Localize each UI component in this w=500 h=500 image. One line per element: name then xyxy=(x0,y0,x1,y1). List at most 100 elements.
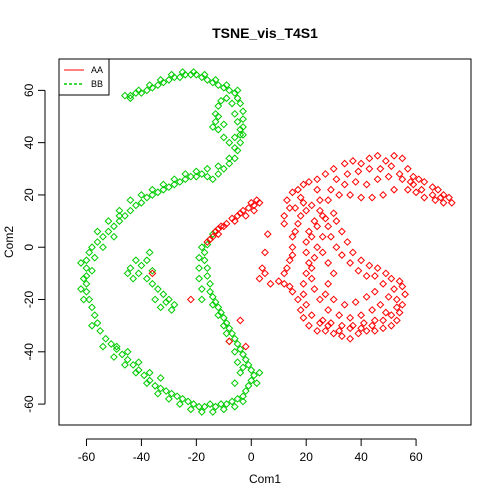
data-point-aa xyxy=(288,287,297,296)
data-point-bb xyxy=(197,285,206,293)
data-point-bb xyxy=(208,123,217,131)
data-point-aa xyxy=(302,300,311,309)
data-point-bb xyxy=(79,274,88,283)
data-point-aa xyxy=(321,214,330,223)
data-point-bb xyxy=(244,381,253,390)
x-tick-label: -40 xyxy=(133,450,151,464)
data-point-bb xyxy=(236,345,245,354)
plot-frame xyxy=(58,58,472,426)
data-point-bb xyxy=(123,269,132,278)
legend-box xyxy=(58,58,110,96)
data-point-aa xyxy=(228,214,236,223)
data-point-aa xyxy=(335,326,344,335)
data-point-aa xyxy=(398,282,407,291)
data-point-bb xyxy=(219,133,228,142)
data-point-aa xyxy=(412,188,420,197)
data-point-aa xyxy=(305,321,313,330)
data-point-aa xyxy=(283,264,291,273)
data-point-bb xyxy=(211,117,220,126)
data-point-aa xyxy=(337,332,346,341)
data-point-bb xyxy=(121,211,129,220)
data-point-bb xyxy=(239,392,247,401)
scatter-points xyxy=(77,68,456,416)
data-point-aa xyxy=(368,306,377,314)
data-point-bb xyxy=(239,397,247,406)
data-point-bb xyxy=(148,185,157,194)
series-bb xyxy=(77,68,264,416)
data-point-aa xyxy=(346,191,355,199)
data-point-bb xyxy=(104,227,113,236)
data-point-aa xyxy=(357,311,366,320)
data-point-aa xyxy=(310,285,319,293)
data-point-bb xyxy=(178,394,187,403)
data-point-aa xyxy=(225,337,234,346)
data-point-aa xyxy=(285,204,294,212)
data-point-aa xyxy=(288,243,297,252)
data-point-bb xyxy=(175,400,184,408)
data-point-aa xyxy=(428,183,437,192)
data-point-aa xyxy=(335,311,344,320)
data-point-bb xyxy=(88,321,96,330)
data-point-bb xyxy=(123,355,132,364)
data-point-bb xyxy=(206,279,214,288)
data-point-bb xyxy=(181,170,190,178)
data-point-aa xyxy=(255,274,264,283)
data-point-bb xyxy=(151,381,160,390)
data-point-aa xyxy=(307,232,316,241)
data-point-aa xyxy=(233,211,242,220)
data-point-bb xyxy=(219,321,228,330)
data-point-bb xyxy=(208,408,217,416)
data-point-bb xyxy=(236,99,245,108)
y-tick-label: -60 xyxy=(22,395,36,413)
data-point-bb xyxy=(200,248,209,257)
data-point-bb xyxy=(214,81,223,90)
data-point-aa xyxy=(329,295,338,304)
data-point-bb xyxy=(195,274,203,283)
data-point-bb xyxy=(156,76,165,84)
data-point-aa xyxy=(354,329,363,338)
data-point-aa xyxy=(313,326,322,335)
data-point-bb xyxy=(225,138,234,147)
data-point-bb xyxy=(162,298,171,307)
data-point-aa xyxy=(299,313,308,322)
data-point-aa xyxy=(288,232,297,241)
data-point-aa xyxy=(381,269,390,278)
data-point-bb xyxy=(225,154,234,163)
data-point-aa xyxy=(343,170,352,178)
data-point-bb xyxy=(233,86,242,95)
data-point-bb xyxy=(214,102,223,110)
data-point-aa xyxy=(299,290,308,299)
data-point-bb xyxy=(121,91,129,100)
data-point-bb xyxy=(208,230,217,239)
data-point-aa xyxy=(337,321,346,330)
y-tick-label: 0 xyxy=(22,244,36,251)
data-point-aa xyxy=(219,222,228,231)
data-point-aa xyxy=(250,201,258,210)
data-point-aa xyxy=(291,227,300,236)
data-point-bb xyxy=(222,81,231,90)
data-point-bb xyxy=(186,70,195,79)
data-point-aa xyxy=(321,290,330,299)
data-point-aa xyxy=(329,209,338,218)
data-point-aa xyxy=(299,180,308,189)
data-point-bb xyxy=(79,295,88,304)
data-point-bb xyxy=(153,81,162,90)
data-point-aa xyxy=(373,175,382,184)
data-point-aa xyxy=(250,206,258,215)
data-point-aa xyxy=(316,196,324,205)
data-point-bb xyxy=(77,285,85,293)
data-point-aa xyxy=(390,285,399,293)
data-point-bb xyxy=(233,394,242,403)
data-point-aa xyxy=(346,259,355,267)
data-point-bb xyxy=(82,287,91,296)
data-point-bb xyxy=(164,394,173,403)
data-point-bb xyxy=(255,368,264,377)
data-point-bb xyxy=(175,177,184,186)
data-point-aa xyxy=(332,175,341,184)
data-point-bb xyxy=(170,180,179,189)
data-point-aa xyxy=(263,230,272,239)
data-point-aa xyxy=(316,319,324,327)
data-point-bb xyxy=(134,358,143,367)
data-point-bb xyxy=(230,347,239,356)
data-point-aa xyxy=(214,225,223,233)
